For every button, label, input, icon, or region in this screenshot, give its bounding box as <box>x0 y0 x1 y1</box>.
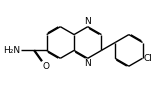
Text: N: N <box>84 59 91 68</box>
Text: Cl: Cl <box>144 54 153 63</box>
Text: N: N <box>84 17 91 26</box>
Text: H₂N: H₂N <box>3 46 20 55</box>
Text: O: O <box>42 62 49 71</box>
